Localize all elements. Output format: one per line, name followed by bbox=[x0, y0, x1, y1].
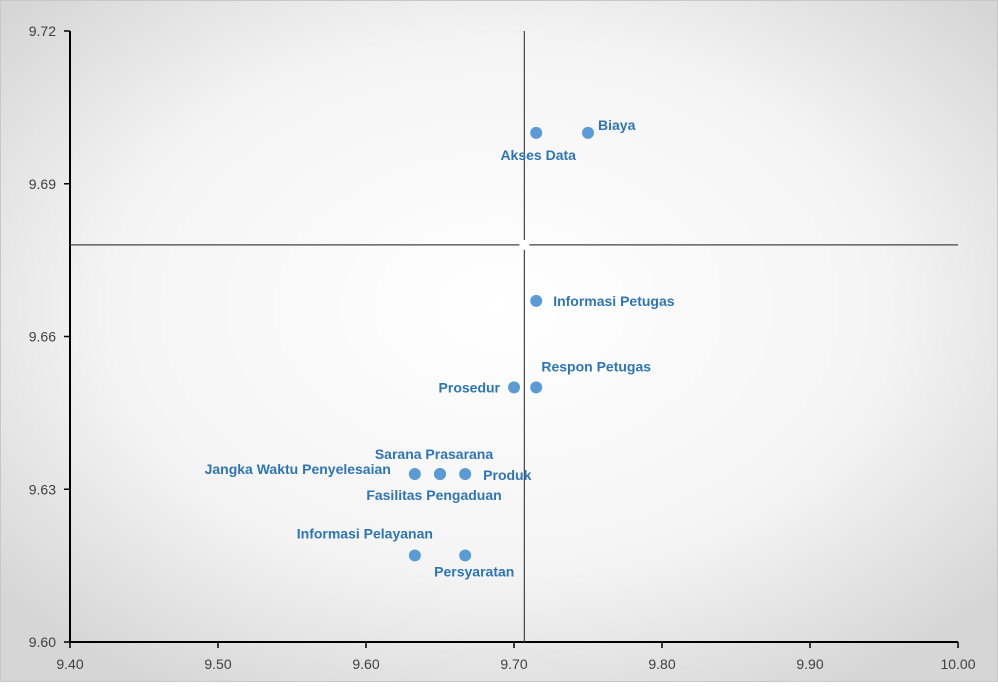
data-point-label: Informasi Pelayanan bbox=[297, 525, 433, 541]
data-point-label: Sarana Prasarana bbox=[375, 446, 494, 462]
data-point bbox=[459, 467, 472, 480]
data-point bbox=[582, 126, 594, 139]
data-point bbox=[530, 294, 543, 307]
x-tick-label: 9.60 bbox=[352, 656, 379, 672]
x-tick-label: 9.50 bbox=[204, 656, 231, 672]
data-point-label: Persyaratan bbox=[434, 563, 514, 579]
data-point-label: Jangka Waktu Penyelesaian bbox=[205, 461, 391, 477]
data-point-label: Akses Data bbox=[500, 147, 576, 163]
data-point-label: Produk bbox=[483, 467, 531, 483]
y-tick-label: 9.60 bbox=[29, 634, 56, 650]
data-point bbox=[530, 381, 543, 394]
data-point bbox=[459, 549, 472, 562]
data-point bbox=[408, 467, 421, 480]
x-tick-label: 9.80 bbox=[648, 656, 675, 672]
y-tick-label: 9.63 bbox=[29, 481, 56, 497]
quadrant-center-marker bbox=[519, 239, 530, 250]
data-point bbox=[530, 126, 543, 139]
x-tick-label: 10.00 bbox=[940, 656, 975, 672]
data-point bbox=[508, 381, 520, 394]
y-tick-label: 9.69 bbox=[29, 176, 56, 192]
data-point-label: Biaya bbox=[598, 117, 636, 133]
data-point-label: Fasilitas Pengaduan bbox=[366, 487, 501, 503]
data-point bbox=[408, 549, 421, 562]
y-tick-label: 9.66 bbox=[29, 329, 56, 345]
y-tick-label: 9.72 bbox=[29, 23, 56, 39]
x-tick-label: 9.40 bbox=[56, 656, 83, 672]
data-point-label: Informasi Petugas bbox=[553, 293, 675, 309]
data-point-label: Prosedur bbox=[439, 379, 501, 395]
data-point bbox=[434, 467, 446, 480]
x-tick-label: 9.90 bbox=[796, 656, 823, 672]
x-tick-label: 9.70 bbox=[500, 656, 527, 672]
data-point-label: Respon Petugas bbox=[541, 358, 651, 374]
